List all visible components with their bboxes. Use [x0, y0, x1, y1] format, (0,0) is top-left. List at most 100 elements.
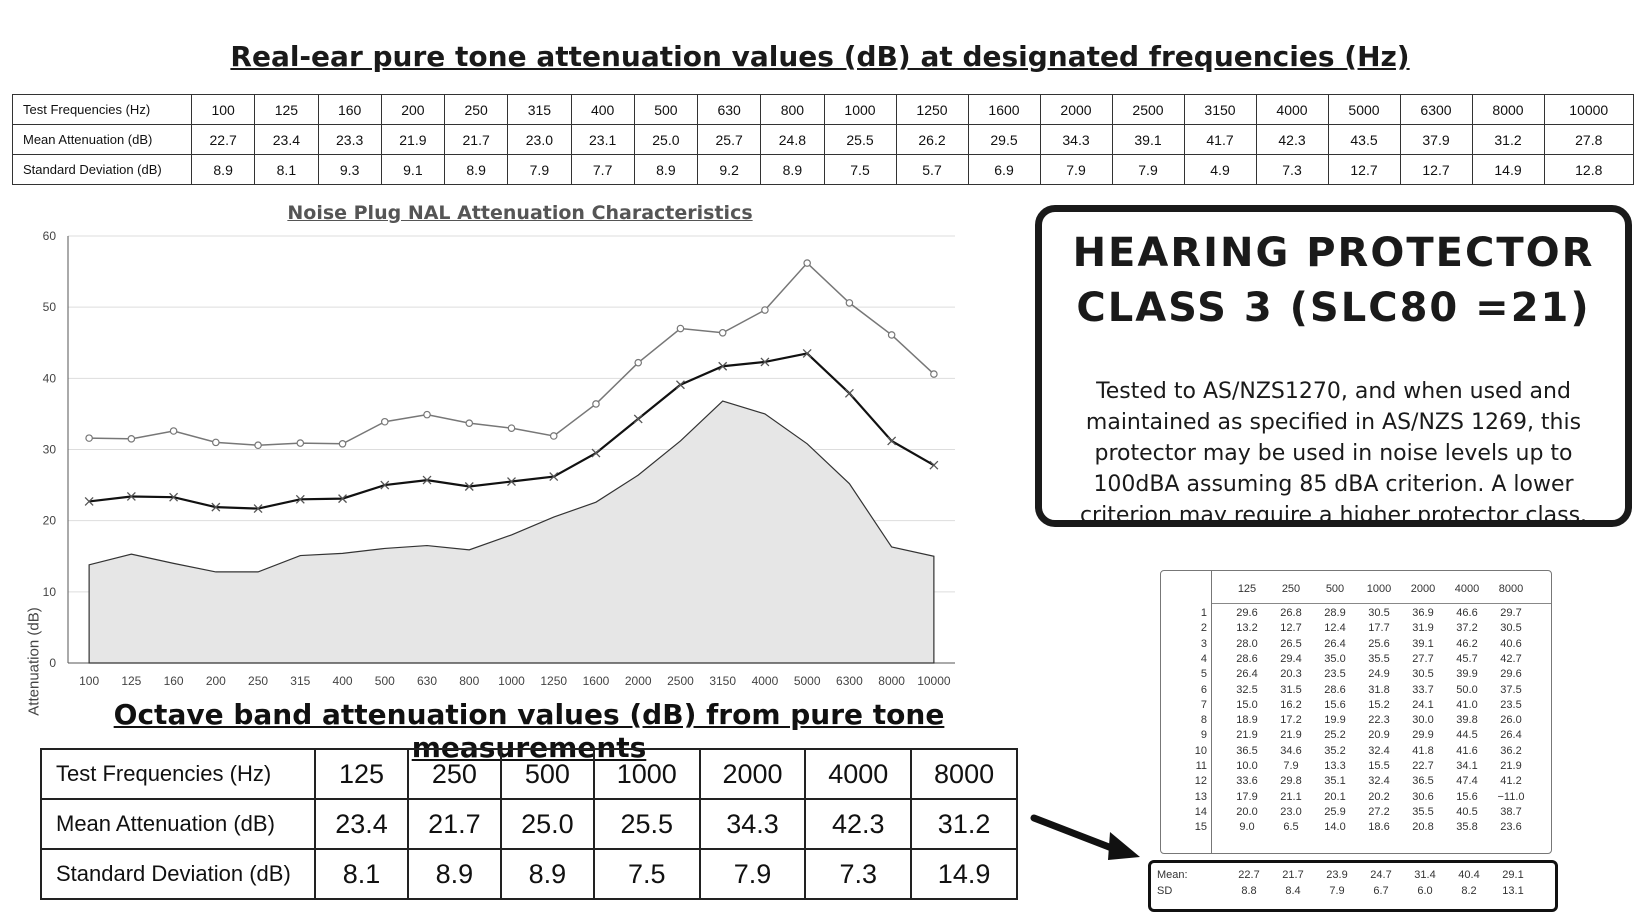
x-point [126, 492, 136, 501]
scan-cell: 35.5 [1412, 805, 1434, 818]
scan-cell: 20.2 [1368, 790, 1390, 803]
y-tick-label: 10 [43, 585, 57, 599]
circle-point [592, 400, 600, 408]
scan-cell: 39.9 [1456, 668, 1478, 681]
sd-cell: 7.5 [823, 154, 897, 185]
scan-header-cell: 1000 [1366, 583, 1392, 595]
scan-cell: 6.5 [1283, 821, 1299, 834]
table-row-mean: Mean Attenuation (dB) 22.7 23.4 23.3 21.9 21.… [12, 124, 1634, 155]
sd-cell: 12.8 [1543, 154, 1634, 185]
x-tick-label: 8000 [878, 674, 905, 688]
x-tick-label: 2000 [625, 674, 652, 688]
scan-row-number: 1 [1200, 607, 1207, 619]
scan-cell: 31.8 [1368, 683, 1390, 696]
scan-cell: 25.9 [1324, 805, 1346, 818]
scan-cell: 17.7 [1368, 622, 1390, 635]
sd-cell: 5.7 [895, 154, 969, 185]
scan-header-cell: 125 [1237, 583, 1257, 595]
scan-cell: 12.4 [1324, 622, 1346, 635]
freq-cell: 100 [190, 94, 256, 125]
scan-cell: 17.9 [1236, 790, 1258, 803]
mean-cell: 21.9 [380, 124, 446, 155]
x-point [591, 448, 601, 458]
x-tick-label: 315 [290, 674, 310, 688]
y-tick-label: 0 [49, 656, 56, 670]
x-tick-label: 160 [164, 674, 184, 688]
scan-row-number: 7 [1200, 698, 1207, 711]
octave-band-table: Test Frequencies (Hz) 125 250 500 1000 2000 40… [40, 748, 1018, 900]
pure-tone-table: Test Frequencies (Hz) 100 125 160 200 250 315 4… [12, 94, 1634, 185]
scan-cell: 17.2 [1280, 714, 1302, 727]
freq-cell: 160 [317, 94, 382, 125]
mean-cell: 23.3 [317, 124, 382, 155]
circle-point [296, 439, 305, 447]
scan-row-number: 15 [1194, 821, 1207, 834]
scan-row: 15 9.0 6.5 14.0 18.6 20.8 35.8 23.6 [1161, 821, 1551, 837]
chart-svg: 0 10 20 30 40 50 60 100 125 160 200 250 315 400 500 630… [43, 229, 955, 688]
scan-cell: 36.5 [1412, 775, 1434, 788]
scan-cell: 30.5 [1500, 622, 1522, 635]
scan-mean-row: Mean: 22.7 21.7 23.9 24.7 31.4 40.4 29.1 [1151, 869, 1551, 885]
mean-cell: 42.3 [1255, 124, 1329, 155]
scan-row: 10 36.5 34.6 35.2 32.4 41.8 41.6 36.2 [1161, 745, 1551, 761]
scan-row-number: 10 [1194, 744, 1207, 757]
mean-cell: 31.2 [910, 798, 1018, 850]
x-point [802, 348, 812, 358]
scan-cell: 15.6 [1456, 790, 1478, 803]
scan-cell: 25.2 [1324, 729, 1346, 742]
scan-cell: 23.5 [1500, 698, 1522, 711]
scan-row: 6 32.5 31.5 28.6 31.8 33.7 50.0 37.5 [1161, 684, 1551, 700]
scan-cell: 29.1 [1502, 869, 1524, 881]
scan-cell: 21.1 [1280, 790, 1302, 803]
y-tick-label: 30 [43, 443, 57, 457]
y-axis-label: Attenuation (dB) [25, 607, 43, 716]
scan-cell: 33.7 [1412, 683, 1434, 696]
x-tick-label: 125 [121, 674, 141, 688]
circle-point [803, 259, 811, 267]
scan-cell: 20.9 [1368, 729, 1390, 742]
scan-cell: 26.4 [1324, 637, 1346, 650]
attenuation-chart: Noise Plug NAL Attenuation Characteristi… [10, 198, 1010, 716]
sd-cell: 8.1 [254, 154, 319, 185]
scan-cell: 28.9 [1324, 607, 1346, 619]
mean-cell: 34.3 [1039, 124, 1113, 155]
top-table-title: Real-ear pure tone attenuation values (d… [230, 40, 1410, 73]
x-point [929, 460, 939, 470]
scan-cell: 34.6 [1280, 744, 1302, 757]
freq-cell: 400 [570, 94, 635, 125]
x-point [295, 494, 305, 504]
scan-cell: 22.7 [1238, 869, 1260, 881]
scan-cell: 40.5 [1456, 805, 1478, 818]
scan-cell: 8.2 [1461, 885, 1477, 897]
x-tick-label: 4000 [752, 674, 779, 688]
scan-cell: 23.6 [1500, 821, 1522, 834]
x-point [84, 496, 94, 506]
x-point [887, 436, 897, 446]
freq-cell: 8000 [910, 748, 1018, 800]
circle-point [761, 306, 769, 314]
x-tick-label: 1000 [498, 674, 525, 688]
scan-cell: 24.7 [1370, 869, 1392, 881]
scan-row-number: 12 [1194, 775, 1207, 788]
scan-cell: −11.0 [1497, 790, 1525, 803]
scan-cell: 8.4 [1285, 885, 1301, 897]
scan-row-number: 2 [1200, 622, 1207, 635]
sd-cell: 7.9 [1039, 154, 1113, 185]
sd-cell: 8.9 [760, 154, 825, 185]
row-label: Standard Deviation (dB) [40, 848, 316, 900]
scan-cell: 20.8 [1412, 821, 1434, 834]
scan-cell: 41.8 [1412, 744, 1434, 757]
scan-cell: 26.4 [1500, 729, 1522, 742]
x-tick-label: 630 [417, 674, 437, 688]
table-row-frequencies: Test Frequencies (Hz) 125 250 500 1000 2000 40… [40, 748, 1018, 800]
scan-cell: 37.2 [1456, 622, 1478, 635]
sd-cell: 8.9 [406, 848, 502, 900]
freq-cell: 1000 [592, 748, 701, 800]
row-label: Mean Attenuation (dB) [40, 798, 316, 850]
row-label: Mean Attenuation (dB) [12, 124, 192, 155]
sd-cell: 7.9 [698, 848, 807, 900]
scan-cell: 8.8 [1241, 885, 1257, 897]
circle-point [169, 427, 178, 435]
sd-cell: 14.9 [1471, 154, 1545, 185]
sd-cell: 4.9 [1183, 154, 1257, 185]
